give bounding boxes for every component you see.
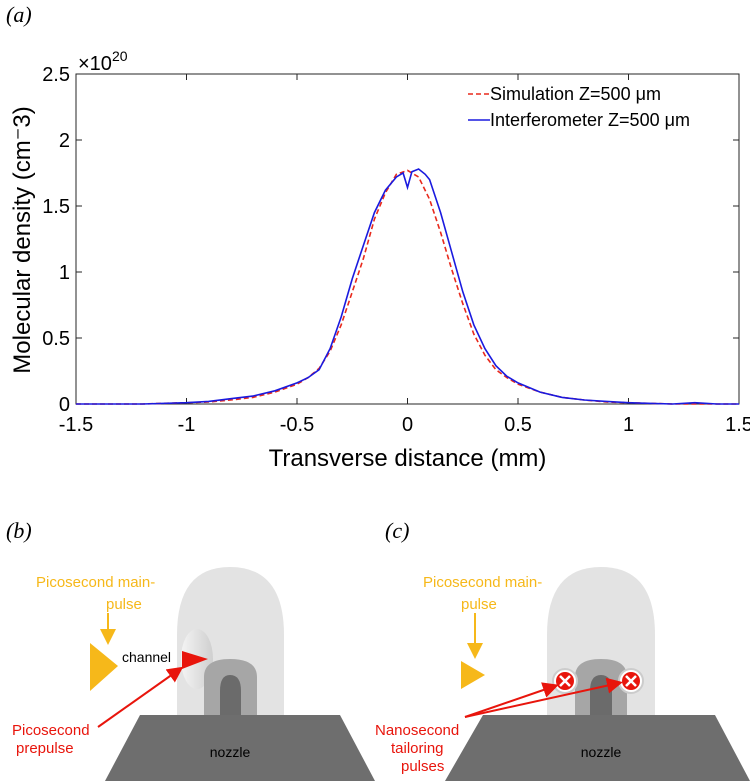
tailoring-arrow-right <box>464 677 623 718</box>
cross-icon <box>625 675 637 687</box>
panel-label-b: (b) <box>6 518 32 543</box>
x-tick-label: 0.5 <box>504 414 532 436</box>
main-pulse-label-line1: Picosecond main- <box>423 574 542 591</box>
density-line-chart: -1.5 -1 -0.5 0 0.5 1 1.5 0 0.5 1 1.5 2 2.5 ×1020 Tra… <box>9 48 750 472</box>
x-tick-label: 1.5 <box>725 414 750 436</box>
tailoring-label-line2: tailoring <box>391 740 444 757</box>
main-pulse-triangle <box>461 661 485 689</box>
tailoring-label-line1: Nanosecond <box>375 722 459 739</box>
main-pulse-triangle <box>90 643 118 691</box>
y-tick-label: 1 <box>59 262 70 284</box>
prepulse-label-line1: Picosecond <box>12 722 90 739</box>
tailoring-label-line3: pulses <box>401 758 444 775</box>
nozzle-label: nozzle <box>581 744 622 760</box>
nozzle-label: nozzle <box>210 744 251 760</box>
series-line-interferometer <box>76 168 739 405</box>
legend-label-simulation: Simulation Z=500 μm <box>490 84 661 104</box>
main-pulse-label-line2: pulse <box>106 596 142 613</box>
y-tick-label: 0 <box>59 394 70 416</box>
gas-plume-inner <box>220 675 241 715</box>
prepulse-arrow <box>97 666 184 728</box>
y-tick-label: 1.5 <box>42 196 70 218</box>
prepulse-label-line2: prepulse <box>16 740 74 757</box>
nozzle-shape <box>105 715 375 781</box>
gas-plume-inner <box>590 675 612 715</box>
tailoring-pulse-left <box>552 668 578 694</box>
x-tick-label: -1.5 <box>59 414 93 436</box>
series-line-simulation <box>76 169 739 405</box>
diagram-c: nozzle Picosecond main- pulse Nanosecond… <box>375 567 750 781</box>
tailoring-arrow-left <box>464 682 559 718</box>
panel-label-c: (c) <box>385 518 410 543</box>
chart-axes: -1.5 -1 -0.5 0 0.5 1 1.5 0 0.5 1 1.5 2 2.5 <box>42 64 750 436</box>
y-tick-label: 0.5 <box>42 328 70 350</box>
prepulse-triangle <box>182 651 208 669</box>
x-tick-label: -1 <box>178 414 196 436</box>
legend: Simulation Z=500 μm Interferometer Z=500… <box>468 84 690 130</box>
channel-label: channel <box>122 649 171 665</box>
x-tick-label: 0 <box>402 414 413 436</box>
legend-label-interferometer: Interferometer Z=500 μm <box>490 110 690 130</box>
panel-label-a: (a) <box>6 2 32 27</box>
y-axis-multiplier: ×1020 <box>78 48 128 75</box>
x-tick-label: -0.5 <box>280 414 314 436</box>
diagram-b: nozzle Picosecond main- pulse channel Pi… <box>12 567 375 781</box>
y-tick-label: 2.5 <box>42 64 70 86</box>
x-tick-label: 1 <box>623 414 634 436</box>
x-axis-label: Transverse distance (mm) <box>269 445 547 472</box>
chart-series-group <box>76 168 739 405</box>
y-axis-label: Molecular density (cm⁻3) <box>9 106 36 373</box>
nozzle-shape <box>445 715 750 781</box>
cross-icon <box>559 675 571 687</box>
main-pulse-label-line2: pulse <box>461 596 497 613</box>
tailoring-pulse-right <box>618 668 644 694</box>
main-pulse-label-line1: Picosecond main- <box>36 574 155 591</box>
y-tick-label: 2 <box>59 130 70 152</box>
